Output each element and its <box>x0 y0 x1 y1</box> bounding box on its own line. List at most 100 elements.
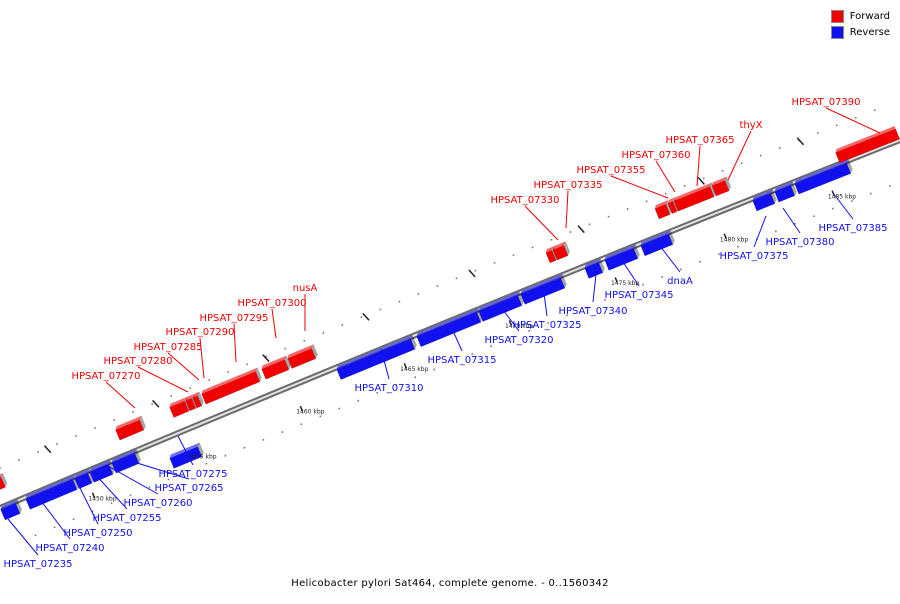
minor-tick <box>775 230 777 233</box>
reverse-gene-top <box>774 181 793 192</box>
major-tick <box>577 225 585 234</box>
leader-line <box>123 458 190 480</box>
minor-tick <box>417 293 420 295</box>
leader-line <box>7 518 39 556</box>
minor-tick <box>94 426 96 429</box>
leader-line <box>37 496 71 540</box>
minor-tick <box>737 245 739 248</box>
forward-gene-top <box>169 397 187 408</box>
gene-label: nusA <box>293 283 318 294</box>
minor-tick <box>455 277 458 280</box>
reverse-gene-top <box>794 159 849 184</box>
forward-gene <box>673 186 715 212</box>
scale-tick <box>508 320 512 326</box>
forward-gene-top <box>835 126 896 153</box>
reverse-gene-top <box>520 273 563 295</box>
leader-line <box>75 479 99 525</box>
reverse-gene-top <box>169 442 200 459</box>
minor-tick <box>566 314 568 317</box>
forward-gene <box>169 400 190 418</box>
leader-line <box>233 323 237 363</box>
forward-gene-top <box>667 197 675 204</box>
minor-tick <box>547 322 549 324</box>
minor-tick <box>604 299 606 301</box>
minor-tick <box>642 283 644 286</box>
leader-line <box>659 245 681 273</box>
scale-label: 1470 kbp <box>505 323 533 330</box>
forward-swatch <box>830 9 844 23</box>
forward-gene-top <box>673 182 712 202</box>
reverse-gene-side <box>633 244 640 259</box>
minor-tick <box>338 407 341 410</box>
gene-label: HPSAT_07255 <box>92 513 161 524</box>
forward-gene-side <box>139 415 146 431</box>
major-tick <box>468 269 476 278</box>
reverse-gene-side <box>72 475 79 490</box>
minor-tick <box>512 254 515 256</box>
forward-gene-top <box>192 391 200 398</box>
minor-tick <box>870 192 872 195</box>
reverse-gene-side <box>108 460 115 475</box>
minor-tick <box>227 371 230 374</box>
gene-label: HPSAT_07380 <box>765 237 834 248</box>
minor-tick <box>398 300 401 303</box>
forward-gene-top <box>261 355 287 370</box>
minor-tick <box>113 419 115 421</box>
gene-label: HPSAT_07375 <box>719 251 788 262</box>
forward-gene <box>0 476 6 490</box>
leader-line <box>622 261 640 287</box>
minor-tick <box>661 276 663 278</box>
minor-tick <box>265 355 268 358</box>
legend-reverse: Reverse <box>830 24 890 40</box>
minor-tick <box>414 376 417 379</box>
reverse-gene-side <box>598 258 605 273</box>
minor-tick <box>303 339 306 342</box>
reverse-gene-top <box>416 308 479 337</box>
minor-tick <box>189 387 191 389</box>
legend-forward-label: Forward <box>849 10 890 22</box>
minor-tick <box>664 192 667 195</box>
minor-tick <box>281 431 284 433</box>
genome-caption: Helicobacter pylori Sat464, complete gen… <box>291 578 609 589</box>
minor-tick <box>208 379 211 381</box>
leader-line <box>610 175 669 199</box>
minor-tick <box>550 238 553 241</box>
reverse-gene-side <box>517 291 524 306</box>
minor-tick <box>186 470 189 473</box>
scale-label: 1485 kbp <box>828 193 856 200</box>
reverse-gene-side <box>846 159 853 174</box>
minor-tick <box>75 434 77 437</box>
scale-label: 1475 kbp <box>611 280 639 287</box>
minor-tick <box>813 215 815 218</box>
leader-line <box>449 323 463 352</box>
forward-gene-top <box>185 394 194 401</box>
minor-tick <box>300 423 303 425</box>
minor-tick <box>91 510 94 513</box>
scale-label: 1465 kbp <box>400 366 428 373</box>
major-tick <box>362 312 370 321</box>
minor-tick <box>205 462 208 465</box>
minor-tick <box>626 208 629 210</box>
reverse-swatch <box>830 25 844 39</box>
minor-tick <box>490 345 492 348</box>
scale-tick <box>614 277 618 283</box>
reverse-gene-side <box>15 499 22 514</box>
gene-label: HPSAT_07335 <box>533 180 602 191</box>
reverse-gene-top <box>336 335 413 370</box>
reverse-gene-top <box>111 449 137 464</box>
scale-label: 1460 kbp <box>296 409 324 416</box>
minor-tick <box>243 446 246 449</box>
forward-gene-side <box>563 241 570 256</box>
forward-gene-top <box>552 241 566 250</box>
reverse-gene <box>640 234 674 257</box>
minor-tick <box>395 384 398 386</box>
minor-tick <box>851 200 853 202</box>
minor-tick <box>72 518 75 521</box>
reverse-gene-side <box>476 308 483 323</box>
gene-label: HPSAT_07365 <box>665 135 734 146</box>
forward-gene <box>552 245 569 261</box>
forward-gene-side <box>894 126 900 140</box>
minor-tick <box>452 360 454 363</box>
major-tick <box>152 399 160 408</box>
minor-tick <box>151 403 153 405</box>
